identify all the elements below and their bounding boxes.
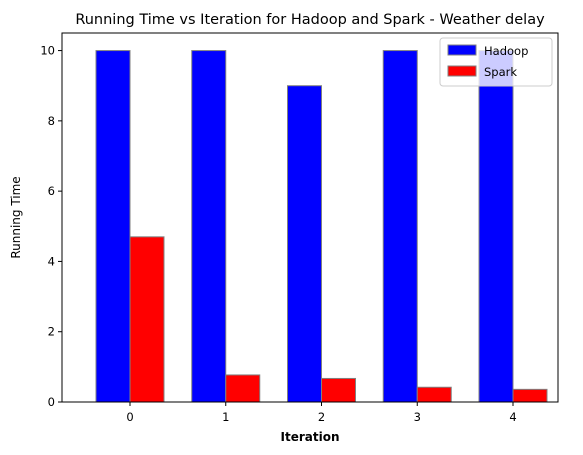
bar-spark-1	[225, 374, 261, 403]
y-tick-label: 8	[48, 114, 55, 128]
bar-spark-2	[321, 377, 356, 403]
legend-swatch-hadoop	[447, 44, 477, 56]
x-tick-label: 1	[222, 410, 229, 424]
bar-hadoop-1	[191, 50, 227, 403]
y-axis: 0 2 4 6 8 10	[40, 44, 62, 409]
x-axis-label: Iteration	[281, 430, 340, 444]
legend-swatch-spark	[447, 65, 477, 77]
bar-spark-3	[416, 386, 452, 403]
legend: Hadoop Spark	[439, 37, 553, 87]
bar-hadoop-3	[382, 50, 418, 403]
y-tick-label: 2	[48, 325, 55, 339]
y-tick-label: 6	[48, 184, 55, 198]
bars-group	[95, 50, 548, 403]
x-tick-label: 0	[126, 410, 133, 424]
bar-spark-0	[129, 236, 165, 403]
x-tick-label: 4	[509, 410, 516, 424]
y-tick-label: 10	[40, 44, 55, 58]
y-tick-label: 4	[48, 254, 55, 268]
chart-title: Running Time vs Iteration for Hadoop and…	[75, 12, 545, 28]
bar-hadoop-2	[287, 85, 322, 403]
legend-label-spark: Spark	[484, 65, 517, 79]
bar-hadoop-0	[95, 50, 131, 403]
bar-hadoop-4	[478, 50, 514, 403]
bar-spark-4	[512, 388, 548, 403]
y-axis-label: Running Time	[9, 176, 23, 258]
x-tick-label: 3	[414, 410, 421, 424]
legend-label-hadoop: Hadoop	[484, 44, 528, 58]
y-tick-label: 0	[48, 395, 55, 409]
plot-frame	[61, 32, 559, 403]
x-axis: 0 1 2 3 4	[126, 402, 517, 424]
x-tick-label: 2	[318, 410, 325, 424]
